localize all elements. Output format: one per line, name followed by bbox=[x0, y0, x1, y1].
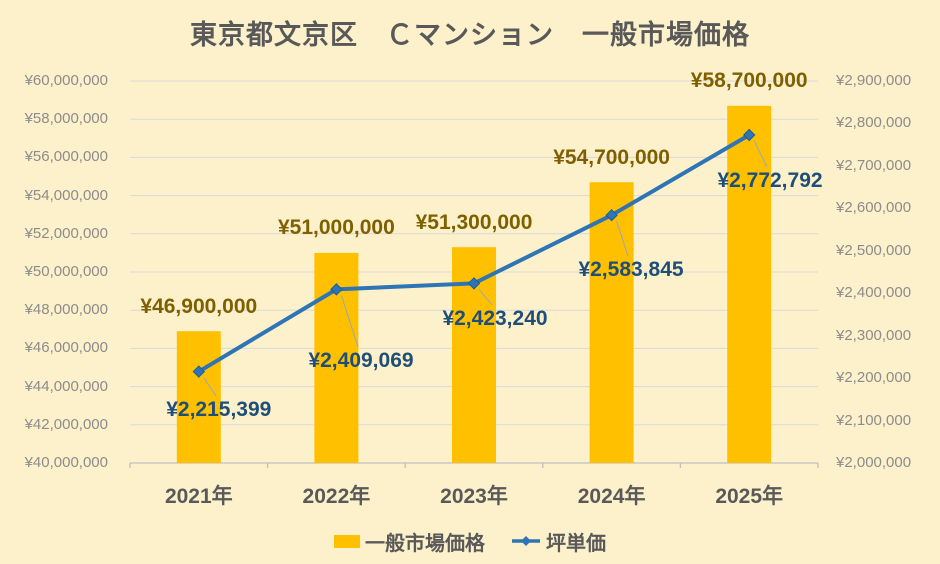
leader-line bbox=[340, 295, 359, 348]
x-axis-label-2021: 2021年 bbox=[164, 485, 233, 508]
x-axis-label-2023: 2023年 bbox=[440, 485, 508, 508]
right-axis-tick-label: ¥2,700,000 bbox=[836, 156, 912, 174]
left-axis-tick-label: ¥44,000,000 bbox=[24, 377, 108, 395]
marker-2023 bbox=[467, 277, 481, 290]
chart-title: 東京都文京区 Ｃマンション 一般市場価格 bbox=[190, 20, 750, 50]
right-axis-tick-label: ¥2,500,000 bbox=[836, 241, 912, 259]
legend-item-bar-series: 一般市場価格 bbox=[334, 527, 485, 556]
line-label-2022: ¥2,409,069 bbox=[308, 348, 414, 372]
bar-2021 bbox=[176, 331, 221, 463]
line-label-2023: ¥2,423,240 bbox=[442, 306, 548, 330]
right-axis-tick-label: ¥2,600,000 bbox=[836, 199, 912, 217]
left-axis-tick-label: ¥40,000,000 bbox=[24, 454, 108, 471]
marker-2024 bbox=[605, 208, 618, 222]
right-axis-tick-label: ¥2,900,000 bbox=[836, 72, 912, 89]
left-axis-tick-label: ¥56,000,000 bbox=[24, 148, 108, 166]
marker-2021 bbox=[192, 365, 206, 378]
legend-label-line-series: 坪単価 bbox=[546, 532, 606, 555]
line-label-2024: ¥2,583,845 bbox=[578, 257, 684, 281]
bar-label-2024: ¥54,700,000 bbox=[553, 145, 670, 169]
legend-label-bar-series: 一般市場価格 bbox=[365, 532, 485, 555]
bar-label-2022: ¥51,000,000 bbox=[277, 216, 395, 240]
bar-label-2025: ¥58,700,000 bbox=[690, 69, 808, 93]
marker-2022 bbox=[330, 283, 343, 296]
left-axis-tick-label: ¥58,000,000 bbox=[24, 110, 108, 128]
left-axis-tick-label: ¥60,000,000 bbox=[24, 72, 108, 89]
line-label-2021: ¥2,215,399 bbox=[166, 397, 272, 421]
right-axis-tick-label: ¥2,200,000 bbox=[836, 369, 912, 387]
leader-line bbox=[753, 140, 768, 168]
marker-2025 bbox=[742, 128, 756, 142]
left-axis-tick-label: ¥54,000,000 bbox=[24, 186, 108, 204]
left-axis-tick-label: ¥46,000,000 bbox=[24, 339, 108, 357]
right-axis-tick-label: ¥2,100,000 bbox=[836, 411, 912, 429]
line-label-2025: ¥2,772,792 bbox=[717, 168, 823, 192]
bar-2024 bbox=[589, 182, 634, 464]
left-axis-tick-label: ¥42,000,000 bbox=[24, 415, 108, 433]
left-axis-tick-label: ¥50,000,000 bbox=[24, 263, 108, 280]
x-axis-label-2024: 2024年 bbox=[577, 485, 646, 508]
bar-series-swatch-icon bbox=[334, 534, 360, 548]
line-series-marker-icon bbox=[512, 536, 540, 546]
leader-line bbox=[478, 289, 493, 306]
right-axis-tick-label: ¥2,800,000 bbox=[836, 114, 912, 132]
legend-item-line-series: 坪単価 bbox=[511, 527, 606, 556]
left-axis-tick-label: ¥52,000,000 bbox=[24, 224, 108, 242]
right-axis-tick-label: ¥2,000,000 bbox=[836, 454, 912, 471]
right-axis-tick-label: ¥2,300,000 bbox=[836, 326, 912, 344]
bar-2025 bbox=[727, 105, 772, 463]
leader-line bbox=[203, 377, 217, 396]
bar-label-2023: ¥51,300,000 bbox=[415, 210, 533, 234]
x-axis-label-2022: 2022年 bbox=[302, 485, 371, 508]
right-axis-tick-label: ¥2,400,000 bbox=[836, 284, 912, 302]
legend: 一般市場価格 坪単価 bbox=[0, 527, 940, 556]
left-axis-tick-label: ¥48,000,000 bbox=[24, 301, 108, 319]
bar-label-2021: ¥46,900,000 bbox=[140, 294, 258, 318]
x-axis-label-2025: 2025年 bbox=[715, 485, 784, 508]
leader-line bbox=[616, 221, 629, 257]
